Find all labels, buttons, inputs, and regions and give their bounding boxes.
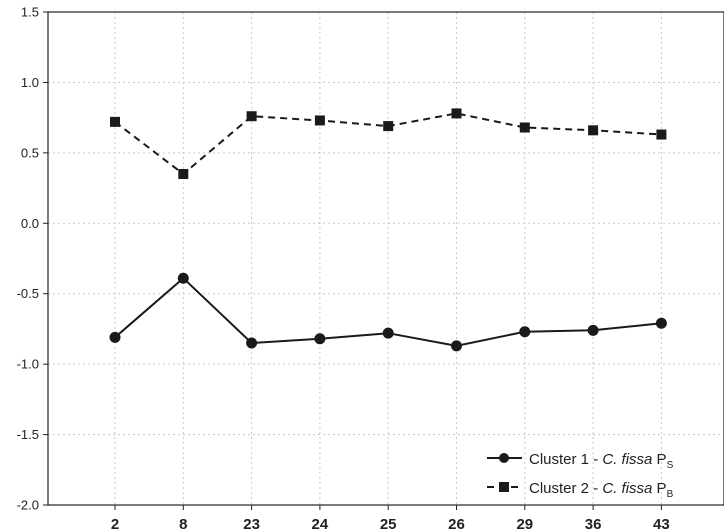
y-tick-label: -0.5	[17, 286, 39, 301]
x-tick-label: 2	[111, 516, 119, 532]
data-point	[314, 115, 325, 126]
data-point	[109, 331, 121, 343]
data-point	[655, 317, 667, 329]
y-tick-label: -1.5	[17, 427, 39, 442]
y-tick-label: -1.0	[17, 357, 39, 372]
legend-label-2: Cluster 2 - C. fissa PB	[529, 480, 674, 500]
y-tick-label: 1.5	[21, 5, 39, 20]
x-tick-label: 43	[653, 516, 670, 532]
x-tick-label: 29	[516, 516, 533, 532]
y-axis: -2.0 -1.5 -1.0 -0.5 0.0 0.5 1.0 1.5	[17, 5, 48, 513]
grid	[48, 11, 724, 506]
legend-marker-square	[499, 482, 509, 492]
data-point	[587, 324, 599, 336]
data-point	[383, 121, 394, 132]
data-point	[246, 337, 258, 349]
legend-label-1-species: C. fissa	[602, 451, 652, 468]
legend-item-1: Cluster 1 - C. fissa PS	[487, 451, 674, 471]
x-tick-label: 24	[312, 516, 329, 532]
y-tick-label: -2.0	[17, 498, 39, 513]
data-point	[451, 108, 462, 119]
plot-frame	[47, 11, 724, 506]
data-point	[177, 272, 189, 284]
legend-label-1-main: Cluster 1 -	[529, 451, 602, 468]
legend-label-2-symbol: P	[652, 480, 666, 497]
data-point	[382, 327, 394, 339]
y-tick-label: 0.5	[21, 145, 39, 160]
data-point	[178, 168, 189, 179]
data-point	[588, 125, 599, 136]
legend-label-1-symbol: P	[652, 451, 666, 468]
legend-marker-circle	[499, 453, 509, 463]
y-tick-label: 1.0	[21, 75, 39, 90]
x-tick-label: 23	[243, 516, 260, 532]
data-point	[110, 116, 120, 127]
data-point	[519, 326, 531, 338]
legend-label-2-main: Cluster 2 -	[529, 480, 602, 497]
x-tick-label: 25	[380, 516, 397, 532]
legend-label-2-subscript: B	[667, 489, 674, 500]
data-point	[656, 129, 667, 140]
x-tick-label: 8	[179, 516, 187, 532]
data-point	[451, 340, 462, 352]
legend-label-1: Cluster 1 - C. fissa PS	[529, 451, 674, 471]
x-tick-label: 26	[448, 516, 465, 532]
series-group	[109, 108, 667, 352]
legend-item-2: Cluster 2 - C. fissa PB	[487, 480, 674, 500]
legend-label-2-species: C. fissa	[602, 480, 652, 497]
legend: Cluster 1 - C. fissa PS Cluster 2 - C. f…	[487, 451, 674, 500]
data-point	[519, 122, 530, 133]
x-axis: 2 8 23 24 25 26 29 36 43	[111, 505, 670, 532]
legend-label-1-subscript: S	[667, 460, 674, 471]
y-tick-label: 0.0	[21, 216, 39, 231]
data-point	[314, 333, 326, 345]
data-point	[246, 111, 257, 122]
x-tick-label: 36	[585, 516, 602, 532]
